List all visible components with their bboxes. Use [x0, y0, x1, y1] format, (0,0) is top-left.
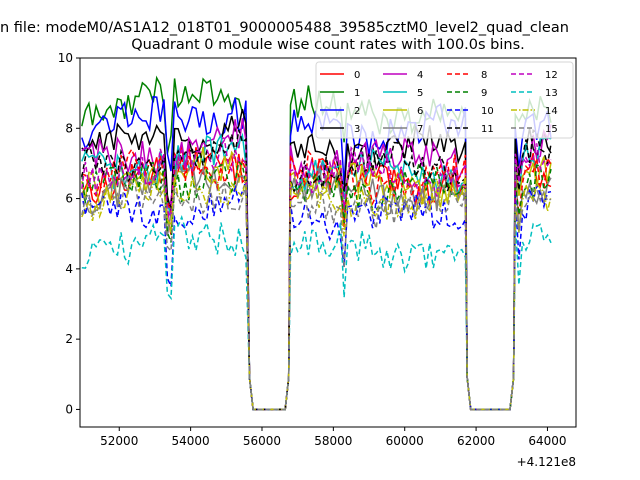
legend-label-6: 6	[417, 106, 423, 117]
plot-frame	[79, 57, 577, 428]
legend-label-1: 1	[354, 88, 360, 99]
legend-label-8: 8	[481, 70, 487, 81]
chart-title: Quadrant 0 module wise count rates with …	[131, 37, 525, 53]
x-tick-label: 54000	[172, 434, 210, 448]
legend-label-0: 0	[354, 70, 360, 81]
y-axis: 0 2 4 6 8 10	[58, 51, 80, 416]
legend-label-7: 7	[417, 124, 423, 135]
series-line-11	[81, 129, 552, 411]
x-tick-label: 56000	[243, 434, 281, 448]
series-line-2	[81, 95, 552, 411]
legend-label-15: 15	[545, 124, 558, 135]
x-offset-label: +4.121e8	[517, 455, 576, 469]
y-tick-label: 8	[65, 121, 73, 135]
y-tick-label: 6	[65, 192, 73, 206]
series-line-9	[81, 160, 552, 411]
legend-box	[315, 61, 574, 139]
series-line-10	[81, 180, 552, 411]
x-tick-label: 60000	[386, 434, 424, 448]
legend-label-2: 2	[354, 106, 360, 117]
legend-label-14: 14	[545, 106, 558, 117]
legend-label-5: 5	[417, 88, 423, 99]
x-axis: 52000 54000 56000 58000 60000 62000 64000	[100, 427, 567, 448]
legend-label-11: 11	[481, 124, 494, 135]
series-line-13	[81, 215, 552, 411]
legend-label-3: 3	[354, 124, 360, 135]
y-tick-label: 4	[65, 262, 73, 276]
series-line-14	[81, 174, 552, 411]
x-tick-label: 52000	[100, 434, 138, 448]
series-line-3	[81, 109, 552, 411]
y-tick-label: 2	[65, 332, 73, 346]
legend-label-9: 9	[481, 88, 487, 99]
legend-label-12: 12	[545, 70, 558, 81]
legend-label-4: 4	[417, 70, 423, 81]
y-tick-label: 0	[65, 402, 73, 416]
legend-label-13: 13	[545, 88, 558, 99]
y-tick-label: 10	[58, 51, 73, 65]
series-line-12	[81, 137, 552, 411]
x-tick-label: 64000	[528, 434, 566, 448]
x-tick-label: 58000	[314, 434, 352, 448]
x-tick-label: 62000	[457, 434, 495, 448]
series-line-7	[81, 160, 552, 411]
figure-suptitle: n file: modeM0/AS1A12_018T01_9000005488_…	[0, 20, 569, 36]
legend-label-10: 10	[481, 106, 494, 117]
series-layer	[81, 75, 552, 411]
series-line-15	[81, 176, 552, 411]
